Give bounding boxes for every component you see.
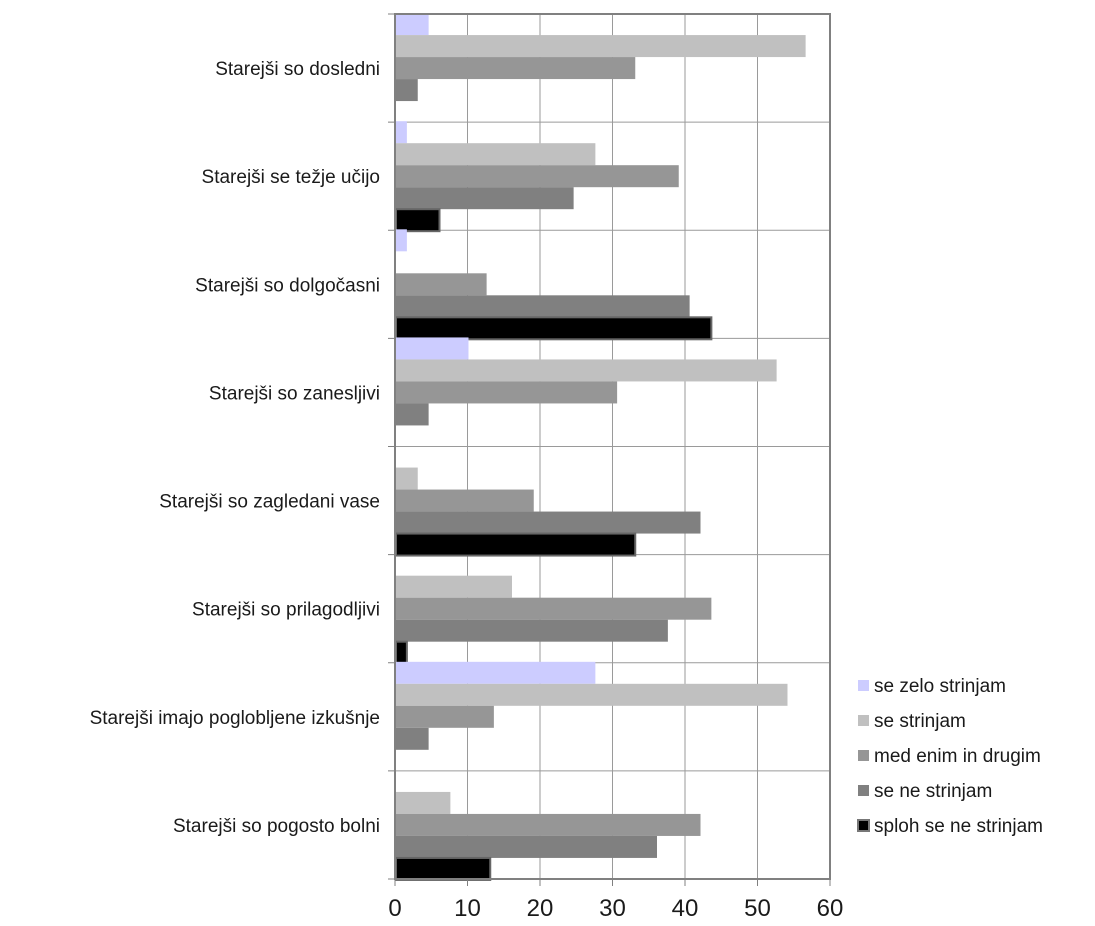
legend-label: se strinjam — [874, 711, 966, 732]
bar — [396, 511, 701, 534]
bar — [396, 165, 679, 188]
bar — [396, 359, 777, 382]
x-tick-label: 40 — [672, 895, 699, 922]
legend-label: se zelo strinjam — [874, 676, 1006, 697]
bar — [396, 79, 418, 102]
bar — [396, 187, 574, 210]
bar — [395, 640, 408, 665]
category-label: Starejši so pogosto bolni — [173, 816, 380, 837]
bar — [396, 683, 788, 706]
category-label: Starejši so zagledani vase — [159, 492, 380, 513]
x-tick-label: 20 — [527, 895, 554, 922]
bar — [396, 597, 712, 620]
bar — [396, 813, 701, 836]
bar — [396, 381, 618, 404]
bar — [396, 835, 657, 858]
legend-label: med enim in drugim — [874, 746, 1041, 767]
bar — [396, 57, 636, 80]
legend-swatch — [858, 785, 869, 796]
bar — [396, 619, 668, 642]
bar — [396, 791, 451, 814]
legend-swatch — [858, 715, 869, 726]
legend-swatch — [858, 750, 869, 761]
bar — [396, 575, 512, 598]
bar — [396, 229, 407, 252]
x-tick-label: 30 — [599, 895, 626, 922]
bar — [395, 316, 713, 341]
legend-swatch — [857, 819, 870, 832]
bar — [396, 489, 534, 512]
legend-swatch — [858, 680, 869, 691]
bar — [396, 13, 429, 36]
category-label: Starejši so zanesljivi — [209, 383, 380, 404]
bar — [396, 403, 429, 426]
bar — [395, 208, 441, 233]
x-tick-label: 10 — [454, 895, 481, 922]
legend-label: sploh se ne strinjam — [874, 816, 1043, 837]
bar — [396, 705, 494, 728]
bar — [396, 35, 806, 58]
bar — [396, 337, 469, 360]
bar — [396, 121, 407, 144]
category-label: Starejši so dolgočasni — [195, 275, 380, 296]
bar — [396, 467, 418, 490]
x-tick-label: 60 — [817, 895, 844, 922]
category-label: Starejši so prilagodljivi — [192, 600, 380, 621]
bar — [396, 143, 596, 166]
bar — [396, 661, 596, 684]
legend-label: se ne strinjam — [874, 781, 992, 802]
bar — [396, 273, 487, 296]
x-tick-label: 0 — [388, 895, 401, 922]
category-label: Starejši se težje učijo — [202, 167, 380, 188]
category-label: Starejši imajo poglobljene izkušnje — [90, 708, 380, 729]
bar — [395, 532, 637, 557]
bar — [395, 856, 492, 881]
x-tick-label: 50 — [744, 895, 771, 922]
legend: se zelo strinjam se strinjam med enim in d… — [857, 676, 1043, 837]
bar — [396, 295, 690, 318]
category-label: Starejši so dosledni — [215, 59, 380, 80]
bar — [396, 727, 429, 750]
